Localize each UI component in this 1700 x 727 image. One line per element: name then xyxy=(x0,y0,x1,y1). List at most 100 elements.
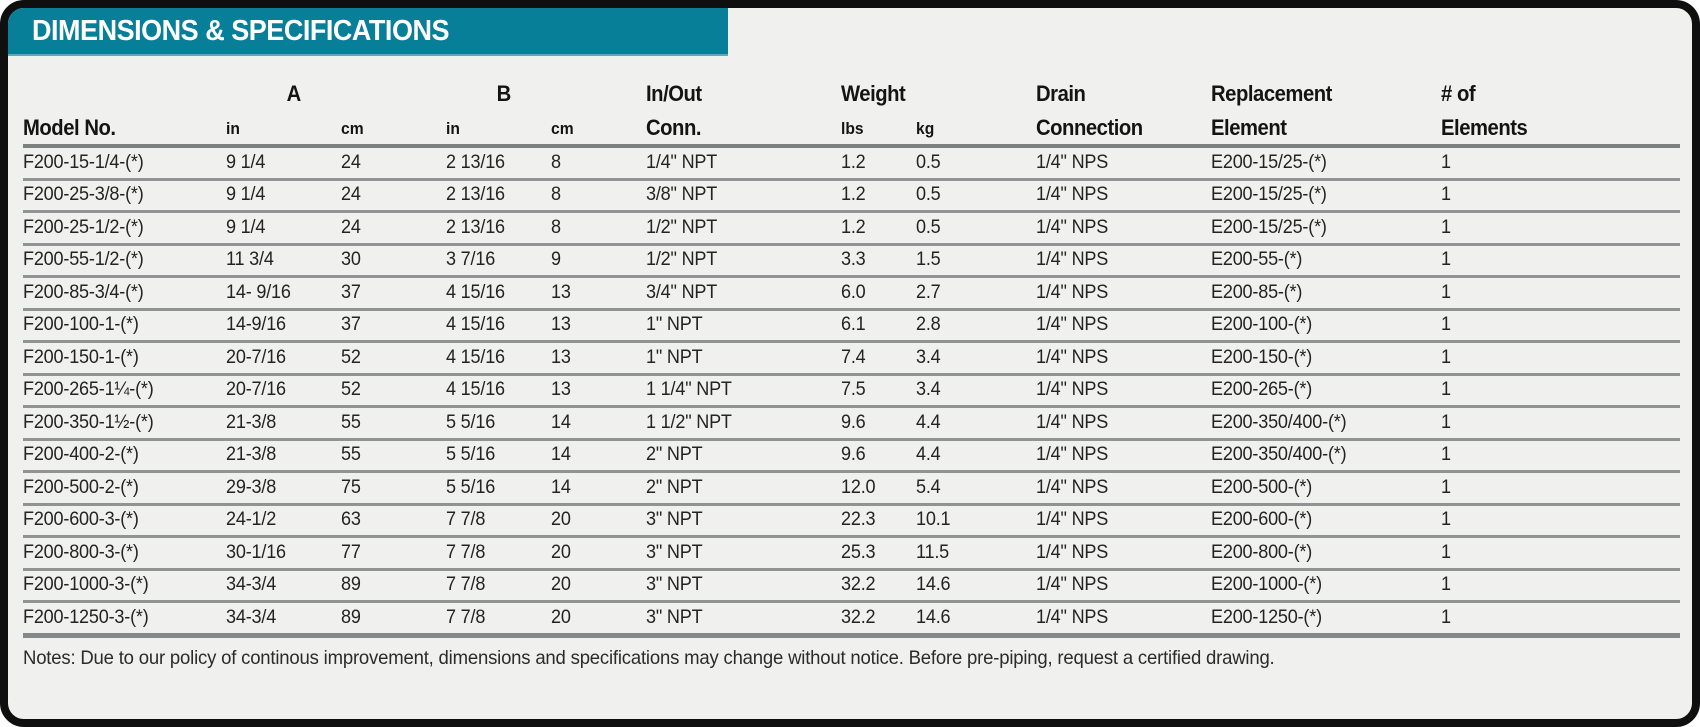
header-inout-line2: Conn. xyxy=(646,114,702,140)
header-kg-unit: kg xyxy=(916,118,935,138)
cell-drain: 1/4" NPS xyxy=(1036,151,1109,173)
cell-kg: 11.5 xyxy=(916,541,950,563)
cell-a-cm: 30 xyxy=(341,249,361,271)
cell-a-in: 20-7/16 xyxy=(226,346,286,368)
cell-element: E200-500-(*) xyxy=(1211,476,1313,498)
cell-model: F200-600-3-(*) xyxy=(23,509,139,531)
cell-a-cm: 52 xyxy=(341,346,361,368)
table-row: F200-150-1-(*) 20-7/16 52 4 15/16 13 1" NPT 7.… xyxy=(23,343,1680,376)
cell-model: F200-100-1-(*) xyxy=(23,314,139,336)
cell-element: E200-15/25-(*) xyxy=(1211,151,1327,173)
cell-a-in: 21-3/8 xyxy=(226,411,277,433)
cell-qty: 1 xyxy=(1441,379,1451,401)
cell-drain: 1/4" NPS xyxy=(1036,606,1109,628)
header-elements-line2: Elements xyxy=(1441,114,1528,140)
cell-b-cm: 8 xyxy=(551,184,561,206)
cell-kg: 1.5 xyxy=(916,249,941,271)
cell-b-in: 2 13/16 xyxy=(446,184,505,206)
cell-a-cm: 75 xyxy=(341,476,361,498)
cell-kg: 2.8 xyxy=(916,314,941,336)
cell-b-cm: 8 xyxy=(551,151,561,173)
cell-kg: 0.5 xyxy=(916,151,941,173)
cell-drain: 1/4" NPS xyxy=(1036,411,1109,433)
cell-qty: 1 xyxy=(1441,606,1451,628)
cell-element: E200-265-(*) xyxy=(1211,379,1313,401)
notes-row: Notes: Due to our policy of continous im… xyxy=(8,638,1692,670)
cell-model: F200-265-1¼-(*) xyxy=(23,379,154,401)
cell-drain: 1/4" NPS xyxy=(1036,249,1109,271)
spec-table: Model No. A B in cm in cm In/Out Conn. W… xyxy=(8,72,1692,638)
notes-text: Notes: Due to our policy of continous im… xyxy=(23,646,1275,669)
table-row: F200-85-3/4-(*) 14- 9/16 37 4 15/16 13 3/4" N… xyxy=(23,278,1680,311)
cell-b-in: 5 5/16 xyxy=(446,476,496,498)
cell-a-in: 24-1/2 xyxy=(226,509,277,531)
cell-qty: 1 xyxy=(1441,184,1451,206)
cell-conn: 1/2" NPT xyxy=(646,249,718,271)
cell-element: E200-15/25-(*) xyxy=(1211,216,1327,238)
cell-b-in: 5 5/16 xyxy=(446,444,496,466)
cell-model: F200-25-3/8-(*) xyxy=(23,184,144,206)
cell-lbs: 6.1 xyxy=(841,314,866,336)
cell-a-in: 30-1/16 xyxy=(226,541,286,563)
cell-model: F200-500-2-(*) xyxy=(23,476,139,498)
cell-drain: 1/4" NPS xyxy=(1036,184,1109,206)
table-row: F200-1000-3-(*) 34-3/4 89 7 7/8 20 3" NPT 32.2… xyxy=(23,571,1680,603)
cell-lbs: 1.2 xyxy=(841,151,866,173)
cell-lbs: 1.2 xyxy=(841,216,866,238)
cell-qty: 1 xyxy=(1441,216,1451,238)
cell-b-cm: 13 xyxy=(551,346,571,368)
cell-a-cm: 63 xyxy=(341,509,361,531)
cell-b-cm: 20 xyxy=(551,606,571,628)
cell-b-in: 7 7/8 xyxy=(446,574,486,596)
header-a-cm-unit: cm xyxy=(341,118,364,138)
cell-a-cm: 52 xyxy=(341,379,361,401)
header-replacement-line2: Element xyxy=(1211,114,1287,140)
cell-a-cm: 24 xyxy=(341,184,361,206)
cell-model: F200-85-3/4-(*) xyxy=(23,281,144,303)
cell-element: E200-600-(*) xyxy=(1211,509,1313,531)
cell-a-cm: 37 xyxy=(341,314,361,336)
cell-b-in: 4 15/16 xyxy=(446,281,505,303)
cell-model: F200-1000-3-(*) xyxy=(23,574,149,596)
table-row: F200-265-1¼-(*) 20-7/16 52 4 15/16 13 1 1/4" … xyxy=(23,376,1680,408)
table-row: F200-600-3-(*) 24-1/2 63 7 7/8 20 3" NPT 22.3 1… xyxy=(23,506,1680,538)
header-elements-line1: # of xyxy=(1441,80,1476,106)
cell-b-cm: 20 xyxy=(551,574,571,596)
cell-conn: 3" NPT xyxy=(646,606,703,628)
cell-drain: 1/4" NPS xyxy=(1036,509,1109,531)
cell-qty: 1 xyxy=(1441,314,1451,336)
header-lbs-unit: lbs xyxy=(841,118,864,138)
table-header: Model No. A B in cm in cm In/Out Conn. W… xyxy=(23,72,1680,148)
cell-model: F200-150-1-(*) xyxy=(23,346,139,368)
cell-model: F200-800-3-(*) xyxy=(23,541,139,563)
cell-qty: 1 xyxy=(1441,151,1451,173)
table-row: F200-800-3-(*) 30-1/16 77 7 7/8 20 3" NPT 25.3… xyxy=(23,538,1680,571)
header-b-in-unit: in xyxy=(446,118,460,138)
cell-b-cm: 9 xyxy=(551,249,561,271)
cell-b-cm: 8 xyxy=(551,216,561,238)
header-a-in-unit: in xyxy=(226,118,240,138)
cell-a-cm: 89 xyxy=(341,574,361,596)
cell-kg: 14.6 xyxy=(916,606,951,628)
cell-qty: 1 xyxy=(1441,346,1451,368)
cell-drain: 1/4" NPS xyxy=(1036,314,1109,336)
cell-b-in: 5 5/16 xyxy=(446,411,496,433)
cell-b-in: 7 7/8 xyxy=(446,606,486,628)
table-row: F200-350-1½-(*) 21-3/8 55 5 5/16 14 1 1/2" NP… xyxy=(23,408,1680,441)
cell-lbs: 3.3 xyxy=(841,249,866,271)
cell-qty: 1 xyxy=(1441,411,1451,433)
cell-a-cm: 24 xyxy=(341,151,361,173)
cell-lbs: 32.2 xyxy=(841,606,876,628)
table-row: F200-1250-3-(*) 34-3/4 89 7 7/8 20 3" NPT 32.2… xyxy=(23,603,1680,638)
cell-b-cm: 13 xyxy=(551,281,571,303)
cell-a-cm: 55 xyxy=(341,444,361,466)
cell-a-in: 9 1/4 xyxy=(226,216,266,238)
cell-lbs: 9.6 xyxy=(841,411,866,433)
cell-conn: 3" NPT xyxy=(646,574,703,596)
cell-qty: 1 xyxy=(1441,541,1451,563)
table-row: F200-25-1/2-(*) 9 1/4 24 2 13/16 8 1/2" NPT 1.… xyxy=(23,213,1680,246)
cell-drain: 1/4" NPS xyxy=(1036,346,1109,368)
cell-conn: 3" NPT xyxy=(646,541,703,563)
cell-element: E200-350/400-(*) xyxy=(1211,411,1347,433)
cell-kg: 5.4 xyxy=(916,476,941,498)
